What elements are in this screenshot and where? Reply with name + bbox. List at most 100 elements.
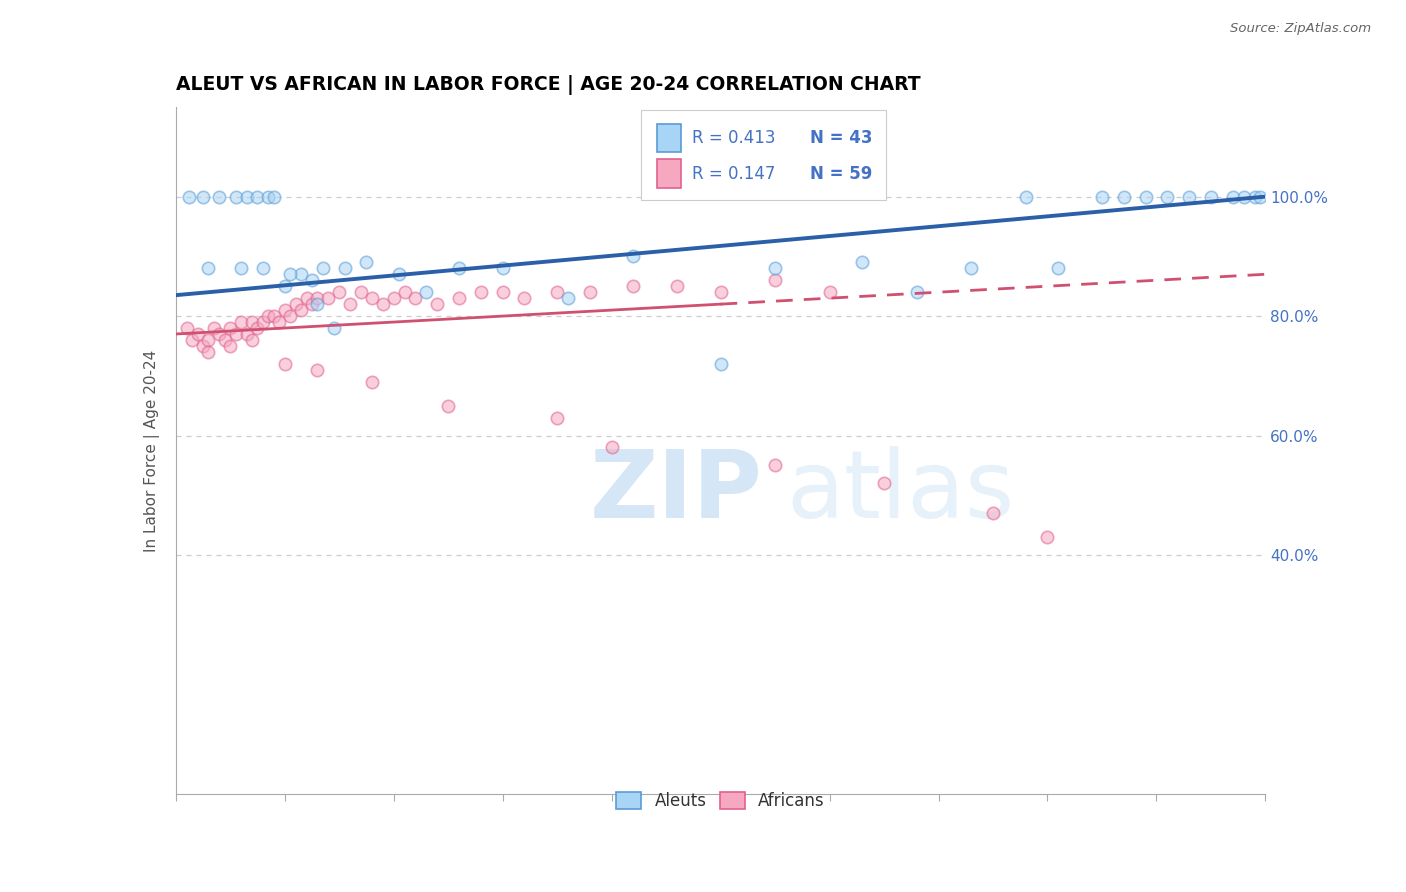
Point (197, 345, 219, 359)
Point (437, 399, 460, 413)
Point (447, 261, 470, 276)
Point (274, 279, 297, 293)
Point (322, 321, 344, 335)
Point (1243, 189, 1265, 203)
Point (231, 315, 253, 329)
Point (371, 297, 394, 311)
Point (235, 326, 257, 341)
Point (1091, 189, 1114, 203)
Legend: Aleuts, Africans: Aleuts, Africans (610, 785, 831, 816)
Point (557, 291, 579, 305)
Point (1015, 189, 1038, 203)
Point (240, 333, 263, 347)
Point (1047, 261, 1070, 276)
Point (328, 285, 350, 300)
Point (1222, 189, 1244, 203)
Point (426, 297, 449, 311)
Point (394, 285, 416, 300)
Point (1156, 189, 1178, 203)
Point (333, 261, 356, 276)
Point (176, 321, 198, 335)
Point (274, 357, 297, 371)
Point (197, 261, 219, 276)
Point (1036, 530, 1059, 544)
Point (546, 285, 568, 300)
Text: atlas: atlas (786, 446, 1014, 538)
Point (257, 189, 280, 203)
Point (235, 189, 257, 203)
Point (208, 326, 231, 341)
Point (905, 285, 928, 300)
Point (492, 285, 515, 300)
Point (470, 285, 492, 300)
Point (263, 309, 285, 323)
Point (318, 291, 340, 305)
Point (274, 303, 297, 318)
Point (257, 309, 280, 323)
Point (202, 321, 225, 335)
Point (290, 303, 312, 318)
Point (388, 267, 411, 281)
Point (307, 363, 329, 377)
Point (382, 291, 405, 305)
Point (231, 261, 253, 276)
Point (960, 261, 983, 276)
Point (546, 410, 568, 425)
Point (252, 261, 274, 276)
Point (246, 189, 269, 203)
Point (361, 375, 384, 389)
Point (873, 476, 896, 491)
Point (186, 326, 209, 341)
FancyBboxPatch shape (641, 111, 886, 200)
Point (339, 297, 361, 311)
Text: Source: ZipAtlas.com: Source: ZipAtlas.com (1230, 22, 1371, 36)
Point (361, 291, 384, 305)
Point (851, 255, 873, 269)
FancyBboxPatch shape (658, 160, 682, 188)
Text: ZIP: ZIP (591, 446, 762, 538)
Text: R = 0.413: R = 0.413 (692, 129, 776, 147)
Point (600, 441, 623, 455)
Point (621, 279, 644, 293)
Point (666, 279, 689, 293)
Point (191, 189, 214, 203)
Point (219, 339, 242, 353)
Point (763, 273, 786, 287)
Point (191, 339, 214, 353)
Point (278, 267, 301, 281)
Text: N = 43: N = 43 (810, 129, 873, 147)
Point (1249, 189, 1271, 203)
Y-axis label: In Labor Force | Age 20-24: In Labor Force | Age 20-24 (143, 350, 160, 551)
Point (177, 189, 200, 203)
Point (181, 333, 204, 347)
Point (981, 506, 1004, 520)
Point (252, 315, 274, 329)
Point (1233, 189, 1256, 203)
Point (710, 357, 733, 371)
Point (290, 267, 312, 281)
Text: R = 0.147: R = 0.147 (692, 165, 776, 183)
Point (307, 297, 329, 311)
Point (214, 333, 236, 347)
Text: N = 59: N = 59 (810, 165, 872, 183)
Point (225, 326, 247, 341)
Point (301, 297, 323, 311)
Point (1135, 189, 1157, 203)
Point (415, 285, 437, 300)
Point (513, 291, 536, 305)
Text: ALEUT VS AFRICAN IN LABOR FORCE | AGE 20-24 CORRELATION CHART: ALEUT VS AFRICAN IN LABOR FORCE | AGE 20… (176, 75, 921, 95)
Point (225, 189, 247, 203)
FancyBboxPatch shape (658, 123, 682, 153)
Point (818, 285, 841, 300)
Point (579, 285, 602, 300)
Point (295, 291, 318, 305)
Point (1178, 189, 1201, 203)
Point (307, 291, 329, 305)
Point (278, 309, 301, 323)
Point (284, 297, 307, 311)
Point (763, 458, 786, 473)
Point (219, 321, 242, 335)
Point (301, 273, 323, 287)
Point (356, 255, 378, 269)
Point (447, 291, 470, 305)
